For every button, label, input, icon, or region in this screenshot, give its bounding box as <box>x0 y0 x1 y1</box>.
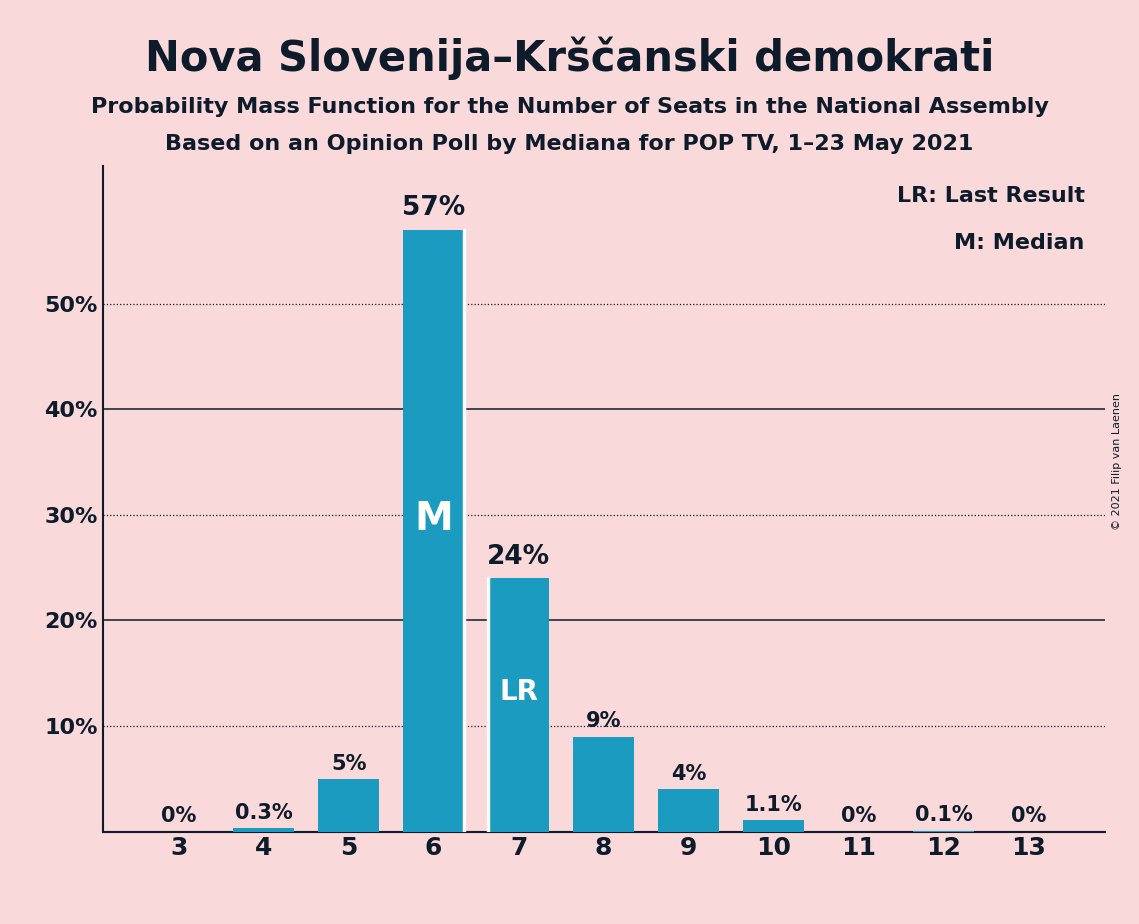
Bar <box>233 829 294 832</box>
Bar <box>658 789 719 832</box>
Bar <box>403 230 465 832</box>
Bar <box>913 831 974 832</box>
Bar <box>489 578 549 832</box>
Bar <box>573 736 634 832</box>
Bar <box>318 779 379 832</box>
Text: 57%: 57% <box>402 195 466 221</box>
Text: 24%: 24% <box>487 543 550 570</box>
Text: LR: Last Result: LR: Last Result <box>896 187 1084 206</box>
Text: Probability Mass Function for the Number of Seats in the National Assembly: Probability Mass Function for the Number… <box>91 97 1048 117</box>
Text: 0%: 0% <box>1011 807 1047 826</box>
Text: 9%: 9% <box>585 711 622 731</box>
Text: Nova Slovenija–Krščanski demokrati: Nova Slovenija–Krščanski demokrati <box>145 37 994 80</box>
Text: 0.3%: 0.3% <box>235 803 293 823</box>
Text: Based on an Opinion Poll by Mediana for POP TV, 1–23 May 2021: Based on an Opinion Poll by Mediana for … <box>165 134 974 154</box>
Text: LR: LR <box>499 678 538 706</box>
Text: 0%: 0% <box>161 807 196 826</box>
Text: M: Median: M: Median <box>954 233 1084 253</box>
Bar <box>743 820 804 832</box>
Text: 5%: 5% <box>331 753 367 773</box>
Text: 1.1%: 1.1% <box>745 795 803 815</box>
Text: 4%: 4% <box>671 764 706 784</box>
Text: © 2021 Filip van Laenen: © 2021 Filip van Laenen <box>1112 394 1122 530</box>
Text: 0%: 0% <box>841 807 876 826</box>
Text: M: M <box>415 500 453 538</box>
Text: 0.1%: 0.1% <box>915 805 973 825</box>
